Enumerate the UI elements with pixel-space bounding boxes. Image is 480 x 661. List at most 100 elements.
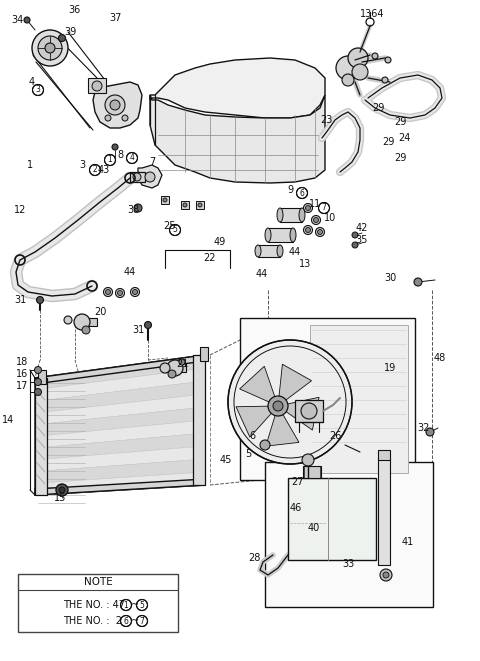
Text: 25: 25 <box>164 221 176 231</box>
Text: 6: 6 <box>249 431 255 441</box>
Circle shape <box>317 229 323 235</box>
Circle shape <box>303 225 312 235</box>
Circle shape <box>134 204 142 212</box>
Text: 4: 4 <box>29 77 35 87</box>
Circle shape <box>59 487 65 493</box>
Bar <box>265 462 433 607</box>
Text: 5: 5 <box>140 600 144 609</box>
Circle shape <box>132 290 137 295</box>
Text: 5: 5 <box>173 225 178 235</box>
Text: 28: 28 <box>248 553 260 563</box>
Bar <box>378 450 390 460</box>
Circle shape <box>268 396 288 416</box>
Circle shape <box>38 36 62 60</box>
Text: 41: 41 <box>402 537 414 547</box>
Text: 12: 12 <box>14 205 26 215</box>
Circle shape <box>383 572 389 578</box>
Text: 5: 5 <box>245 449 251 459</box>
Text: 9: 9 <box>287 185 293 195</box>
Circle shape <box>313 217 319 223</box>
Text: 27: 27 <box>292 477 304 487</box>
Bar <box>258 245 280 257</box>
Text: 48: 48 <box>434 353 446 363</box>
Bar <box>288 478 376 560</box>
Circle shape <box>118 290 122 295</box>
Circle shape <box>104 288 112 297</box>
Circle shape <box>110 100 120 110</box>
Circle shape <box>169 225 180 235</box>
Bar <box>303 466 321 478</box>
Bar <box>162 362 186 372</box>
Circle shape <box>106 290 110 295</box>
Bar <box>268 228 293 242</box>
Circle shape <box>133 173 141 181</box>
Bar <box>196 201 204 209</box>
Circle shape <box>116 288 124 297</box>
Text: 6: 6 <box>123 617 129 625</box>
Text: 10: 10 <box>324 213 336 223</box>
Bar <box>280 208 302 222</box>
Circle shape <box>382 77 388 83</box>
Circle shape <box>336 56 360 80</box>
Text: 37: 37 <box>109 13 121 23</box>
Text: 31: 31 <box>132 325 144 335</box>
Text: 44: 44 <box>256 269 268 279</box>
Bar <box>130 172 145 182</box>
Polygon shape <box>35 394 205 425</box>
Polygon shape <box>35 378 47 495</box>
Text: 31: 31 <box>14 295 26 305</box>
Polygon shape <box>236 406 271 437</box>
Circle shape <box>352 64 368 80</box>
Text: 38: 38 <box>127 205 139 215</box>
Ellipse shape <box>299 208 305 222</box>
Text: 30: 30 <box>384 273 396 283</box>
Circle shape <box>35 389 41 395</box>
Circle shape <box>74 314 90 330</box>
Circle shape <box>352 232 358 238</box>
Circle shape <box>136 600 147 611</box>
Text: 29: 29 <box>394 153 406 163</box>
Polygon shape <box>35 479 205 495</box>
Circle shape <box>131 288 140 297</box>
Circle shape <box>301 403 317 419</box>
Text: 1: 1 <box>27 160 33 170</box>
Text: NOTE: NOTE <box>84 577 112 587</box>
Polygon shape <box>35 355 205 390</box>
Text: 16: 16 <box>16 369 28 379</box>
Circle shape <box>120 615 132 627</box>
Polygon shape <box>138 165 162 188</box>
Text: 4: 4 <box>130 153 134 163</box>
Circle shape <box>380 569 392 581</box>
Text: 17: 17 <box>16 381 28 391</box>
Text: 19: 19 <box>384 363 396 373</box>
Text: 3: 3 <box>36 85 40 95</box>
Bar <box>295 400 323 422</box>
Circle shape <box>179 359 185 365</box>
Circle shape <box>302 454 314 466</box>
Text: 1364: 1364 <box>360 9 384 19</box>
Bar <box>310 325 408 473</box>
Text: THE NO. : 47: THE NO. : 47 <box>63 600 125 610</box>
Text: 14: 14 <box>2 415 14 425</box>
Text: ~: ~ <box>131 600 139 610</box>
Circle shape <box>167 360 183 376</box>
Bar <box>181 201 189 209</box>
Circle shape <box>122 115 128 121</box>
Ellipse shape <box>255 245 261 257</box>
Polygon shape <box>150 58 325 118</box>
Text: 44: 44 <box>289 247 301 257</box>
Polygon shape <box>93 82 142 128</box>
Circle shape <box>305 206 311 210</box>
Text: 21: 21 <box>176 359 188 369</box>
Circle shape <box>33 85 44 95</box>
Bar <box>200 347 208 361</box>
Text: 42: 42 <box>356 223 368 233</box>
Text: 2: 2 <box>93 165 97 175</box>
Polygon shape <box>286 397 319 430</box>
Text: 7: 7 <box>149 157 155 167</box>
Circle shape <box>32 30 68 66</box>
Polygon shape <box>35 407 205 436</box>
Text: 11: 11 <box>309 199 321 209</box>
Text: 22: 22 <box>204 253 216 263</box>
Text: 46: 46 <box>290 503 302 513</box>
